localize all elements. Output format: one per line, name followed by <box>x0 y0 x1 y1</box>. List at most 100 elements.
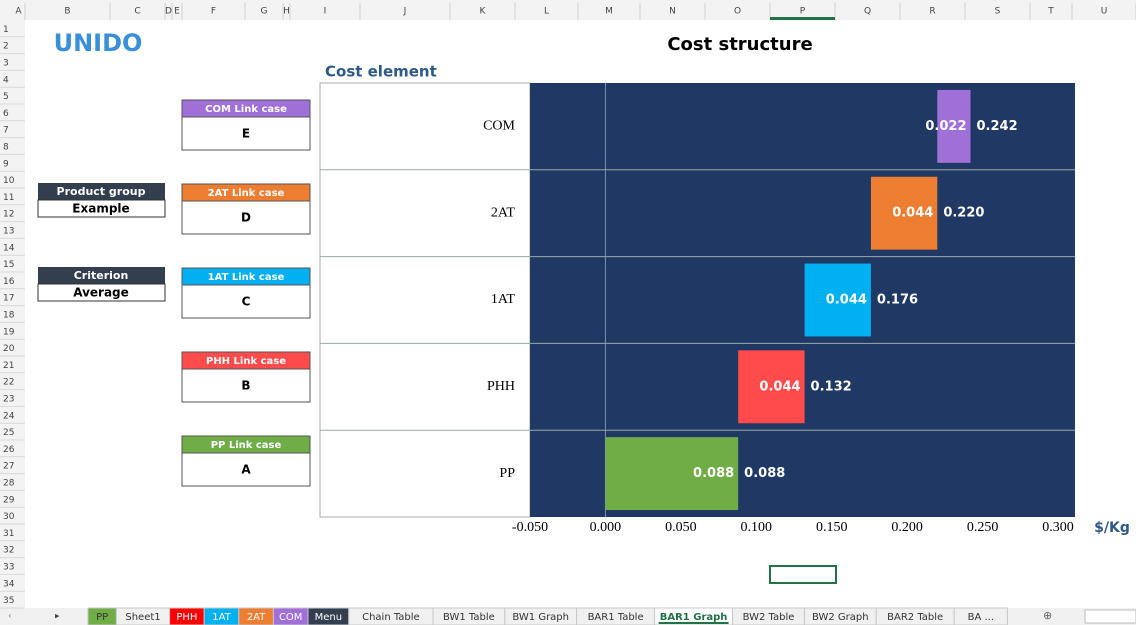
row-header: 2 <box>3 42 9 52</box>
x-tick-label: -0.050 <box>512 520 548 535</box>
field-label-bg <box>38 267 165 284</box>
sheet-tab-label[interactable]: BW2 Table <box>743 612 795 623</box>
sheet-tab[interactable] <box>953 607 1008 625</box>
field-value: Average <box>73 286 129 300</box>
bar <box>870 176 938 250</box>
row-header: 32 <box>3 546 14 556</box>
row-header: 6 <box>3 109 9 119</box>
row-header: 3 <box>3 59 9 69</box>
column-header: F <box>211 7 216 17</box>
link-case-box <box>181 200 311 235</box>
row-header: 19 <box>3 327 15 337</box>
x-axis-title: $/Kg <box>1094 520 1130 536</box>
row-header-bar <box>0 20 25 608</box>
link-case-value: E <box>242 127 250 141</box>
row-header: 31 <box>3 529 14 539</box>
row-header: 15 <box>3 260 14 270</box>
logo: UNIDO <box>54 29 143 57</box>
active-column <box>770 17 835 20</box>
x-tick-label: 0.200 <box>891 520 923 535</box>
sheet-tab-label[interactable]: COM <box>279 612 302 623</box>
h-scrollbar[interactable] <box>1084 609 1136 624</box>
sheet-tab-label[interactable]: BA ... <box>968 612 994 623</box>
tab-scroll-left[interactable]: ‹ <box>8 612 12 622</box>
link-case-value: C <box>242 295 251 309</box>
x-tick-label: 0.050 <box>665 520 697 535</box>
tab-scroll-right[interactable]: ▸ <box>55 612 60 622</box>
category-label: 2AT <box>491 205 516 220</box>
link-case-box <box>181 284 311 319</box>
field-label-bg <box>38 183 165 200</box>
link-case-label: 2AT Link case <box>208 188 285 199</box>
link-case-label: COM Link case <box>205 104 287 115</box>
column-header: U <box>1101 7 1108 17</box>
x-tick-label: 0.100 <box>741 520 773 535</box>
sheet-tab-label[interactable]: BW2 Graph <box>812 612 869 623</box>
y-axis-title: Cost element <box>325 63 437 81</box>
row-header: 33 <box>3 563 14 573</box>
sheet-tab-label[interactable]: BAR2 Table <box>887 612 943 623</box>
row-header: 34 <box>3 579 15 589</box>
new-sheet-button[interactable]: ⊕ <box>1043 609 1052 622</box>
bar <box>937 89 971 163</box>
bar-value-label: 0.088 <box>693 466 734 481</box>
row-header: 17 <box>3 294 14 304</box>
link-case-value: B <box>241 379 250 393</box>
sheet-tab-label[interactable]: PP <box>96 612 108 623</box>
row-header: 21 <box>3 361 14 371</box>
category-label: PP <box>499 466 515 481</box>
bar-value-label: 0.044 <box>826 293 867 308</box>
row-header: 11 <box>3 193 14 203</box>
field-value-box <box>37 283 166 302</box>
sheet-tab-label[interactable]: BW1 Table <box>443 612 495 623</box>
row-header: 1 <box>3 25 9 35</box>
row-header: 5 <box>3 92 9 102</box>
selected-cell[interactable] <box>769 565 837 584</box>
row-header: 28 <box>3 479 15 489</box>
sheet-tab-label[interactable]: 2AT <box>247 612 266 623</box>
category-label: COM <box>483 119 515 134</box>
bar <box>738 350 805 424</box>
sheet-tab-label[interactable]: BAR1 Graph <box>660 612 728 623</box>
column-header: D <box>165 7 172 17</box>
row-header: 12 <box>3 210 14 220</box>
x-tick-label: 0.250 <box>967 520 999 535</box>
row-header: 22 <box>3 378 14 388</box>
row-header: 29 <box>3 495 15 505</box>
sheet-tab-label[interactable]: BAR1 Table <box>588 612 644 623</box>
column-header: O <box>734 7 741 17</box>
row-header: 35 <box>3 596 14 606</box>
link-case-box <box>181 116 311 151</box>
column-header: E <box>174 7 180 17</box>
sheet-tab-label[interactable]: Menu <box>315 612 342 623</box>
column-header-bar <box>0 0 1136 20</box>
row-header: 24 <box>3 411 15 421</box>
sheet-tab-label[interactable]: Chain Table <box>362 612 420 623</box>
column-header: S <box>995 7 1001 17</box>
sheet-tab-label[interactable]: 1AT <box>212 612 231 623</box>
total-label: 0.176 <box>877 293 918 308</box>
row-header: 23 <box>3 395 14 405</box>
row-header: 9 <box>3 159 9 169</box>
sheet-tab-label[interactable]: PHH <box>176 612 197 623</box>
row-header: 13 <box>3 227 14 237</box>
field-label: Criterion <box>74 269 129 282</box>
column-header: G <box>261 7 268 17</box>
sheet-tab-label[interactable]: Sheet1 <box>125 612 160 623</box>
link-case-label: 1AT Link case <box>208 272 285 283</box>
chart: Cost structure Cost element -0.050 0.000 0.0… <box>319 34 1130 536</box>
field-value-box <box>37 199 166 218</box>
bar-value-label: 0.044 <box>892 206 933 221</box>
total-label: 0.132 <box>811 379 852 394</box>
bar <box>804 263 871 337</box>
column-header: A <box>15 7 22 17</box>
sheet-tab-label[interactable]: BW1 Graph <box>512 612 569 623</box>
link-case-label: PP Link case <box>211 440 282 451</box>
chart-title: Cost structure <box>667 34 812 55</box>
column-header: H <box>283 7 290 17</box>
row-header: 10 <box>3 176 15 186</box>
row-header: 8 <box>3 143 9 153</box>
row-header: 26 <box>3 445 15 455</box>
row-header: 20 <box>3 344 15 354</box>
